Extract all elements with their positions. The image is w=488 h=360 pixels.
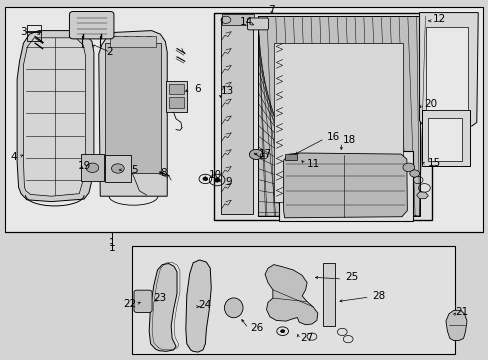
Polygon shape xyxy=(416,192,427,199)
Circle shape xyxy=(122,36,129,41)
Text: 17: 17 xyxy=(259,149,272,159)
Text: 5: 5 xyxy=(131,165,138,175)
Text: 26: 26 xyxy=(250,323,263,333)
Bar xyxy=(273,43,403,202)
Polygon shape xyxy=(445,310,466,341)
Bar xyxy=(168,97,184,108)
Bar xyxy=(105,43,161,173)
Circle shape xyxy=(409,170,419,177)
Bar xyxy=(426,27,467,110)
Text: 24: 24 xyxy=(198,300,211,310)
Bar xyxy=(168,84,184,94)
FancyBboxPatch shape xyxy=(134,290,152,312)
Bar xyxy=(222,14,254,25)
Bar xyxy=(421,110,469,166)
Text: 1: 1 xyxy=(109,238,116,248)
Circle shape xyxy=(86,163,99,172)
Text: 28: 28 xyxy=(372,291,385,301)
Text: 27: 27 xyxy=(300,333,313,343)
Circle shape xyxy=(111,164,124,173)
Bar xyxy=(258,16,419,216)
Text: 7: 7 xyxy=(268,5,275,15)
Text: 21: 21 xyxy=(455,307,468,318)
Text: 16: 16 xyxy=(326,132,339,142)
Text: 14: 14 xyxy=(239,17,252,27)
Bar xyxy=(132,246,454,354)
Bar xyxy=(322,263,334,326)
Text: 25: 25 xyxy=(345,272,358,282)
Text: 9: 9 xyxy=(224,177,231,187)
FancyBboxPatch shape xyxy=(247,18,268,30)
Text: 4: 4 xyxy=(11,152,18,162)
Text: 10: 10 xyxy=(208,170,221,180)
Text: 6: 6 xyxy=(194,84,201,94)
Bar xyxy=(221,18,252,214)
Text: 18: 18 xyxy=(343,135,356,145)
Circle shape xyxy=(402,163,414,172)
Polygon shape xyxy=(17,31,94,202)
Bar xyxy=(427,118,461,161)
Text: 23: 23 xyxy=(153,293,166,303)
Text: 2: 2 xyxy=(106,47,113,57)
Bar xyxy=(166,81,186,112)
Bar xyxy=(81,154,104,181)
Text: 1: 1 xyxy=(109,243,116,253)
Text: 11: 11 xyxy=(306,159,320,169)
Circle shape xyxy=(203,177,207,181)
Polygon shape xyxy=(99,31,167,196)
Polygon shape xyxy=(23,38,85,196)
Bar xyxy=(278,151,412,221)
Circle shape xyxy=(280,330,284,333)
Ellipse shape xyxy=(224,298,243,318)
Circle shape xyxy=(111,36,118,41)
Text: 20: 20 xyxy=(424,99,437,109)
Bar xyxy=(110,36,156,47)
Circle shape xyxy=(145,36,152,41)
Text: 12: 12 xyxy=(432,14,446,24)
Polygon shape xyxy=(419,13,477,128)
Bar xyxy=(5,7,482,232)
Circle shape xyxy=(249,149,263,159)
Text: 22: 22 xyxy=(123,299,137,309)
Polygon shape xyxy=(283,153,407,218)
Bar xyxy=(214,13,431,220)
Circle shape xyxy=(134,36,141,41)
FancyBboxPatch shape xyxy=(69,12,114,39)
Text: 15: 15 xyxy=(427,158,440,168)
Text: 3: 3 xyxy=(20,27,27,37)
Bar xyxy=(105,155,130,182)
Text: 13: 13 xyxy=(221,86,234,96)
Polygon shape xyxy=(264,265,317,325)
Polygon shape xyxy=(185,260,211,352)
Text: 19: 19 xyxy=(78,161,91,171)
Text: 8: 8 xyxy=(160,168,166,178)
Bar xyxy=(27,25,41,41)
Circle shape xyxy=(214,178,220,182)
Polygon shape xyxy=(149,264,177,351)
Bar xyxy=(284,154,296,160)
